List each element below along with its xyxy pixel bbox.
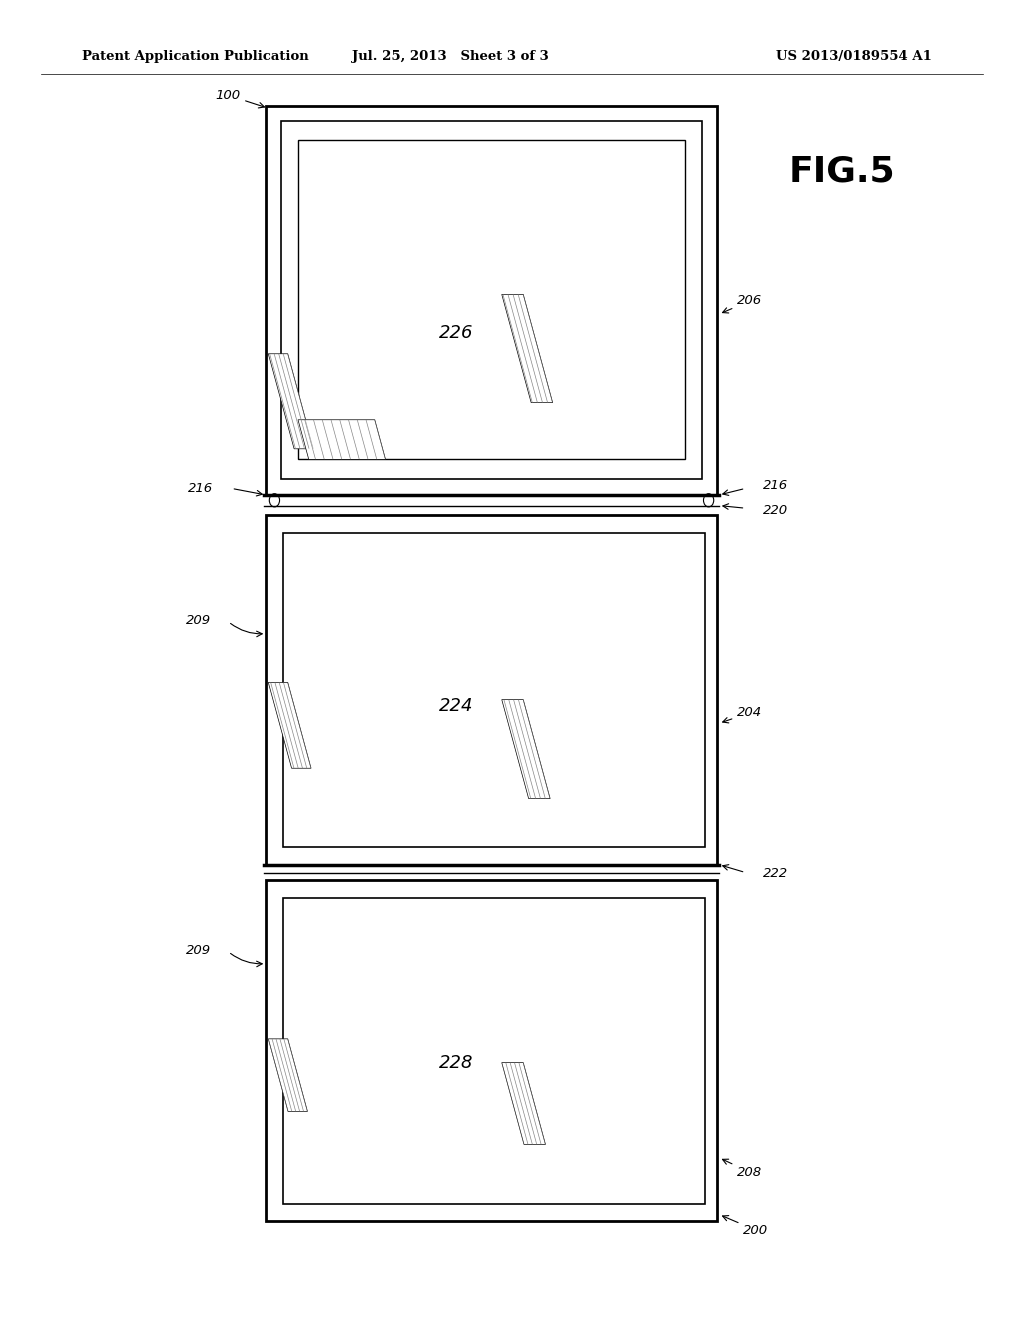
Polygon shape bbox=[502, 700, 550, 799]
Text: 209: 209 bbox=[185, 614, 211, 627]
Text: 100: 100 bbox=[215, 88, 264, 108]
Bar bbox=[283, 898, 705, 1204]
Text: US 2013/0189554 A1: US 2013/0189554 A1 bbox=[776, 50, 932, 63]
Bar bbox=[283, 533, 705, 847]
Text: 209: 209 bbox=[185, 944, 211, 957]
Polygon shape bbox=[268, 354, 313, 449]
Polygon shape bbox=[268, 1039, 307, 1111]
Polygon shape bbox=[298, 420, 385, 459]
Text: 200: 200 bbox=[723, 1216, 769, 1237]
Polygon shape bbox=[502, 294, 553, 403]
Text: 226: 226 bbox=[438, 323, 473, 342]
Text: Patent Application Publication: Patent Application Publication bbox=[82, 50, 308, 63]
Text: 208: 208 bbox=[723, 1159, 763, 1179]
Polygon shape bbox=[268, 682, 311, 768]
Polygon shape bbox=[502, 1063, 546, 1144]
Bar bbox=[266, 880, 717, 1221]
Bar bbox=[281, 121, 702, 479]
Text: 228: 228 bbox=[438, 1053, 473, 1072]
Text: 206: 206 bbox=[723, 294, 763, 313]
Bar bbox=[298, 140, 685, 459]
Text: 204: 204 bbox=[723, 706, 763, 723]
Text: 216: 216 bbox=[763, 479, 788, 492]
Text: Jul. 25, 2013   Sheet 3 of 3: Jul. 25, 2013 Sheet 3 of 3 bbox=[352, 50, 549, 63]
Text: 222: 222 bbox=[763, 867, 788, 880]
Bar bbox=[266, 106, 717, 495]
Text: 224: 224 bbox=[438, 697, 473, 715]
Bar bbox=[266, 515, 717, 865]
Text: FIG.5: FIG.5 bbox=[788, 154, 895, 189]
Text: 220: 220 bbox=[763, 504, 788, 517]
Text: 216: 216 bbox=[187, 482, 213, 495]
